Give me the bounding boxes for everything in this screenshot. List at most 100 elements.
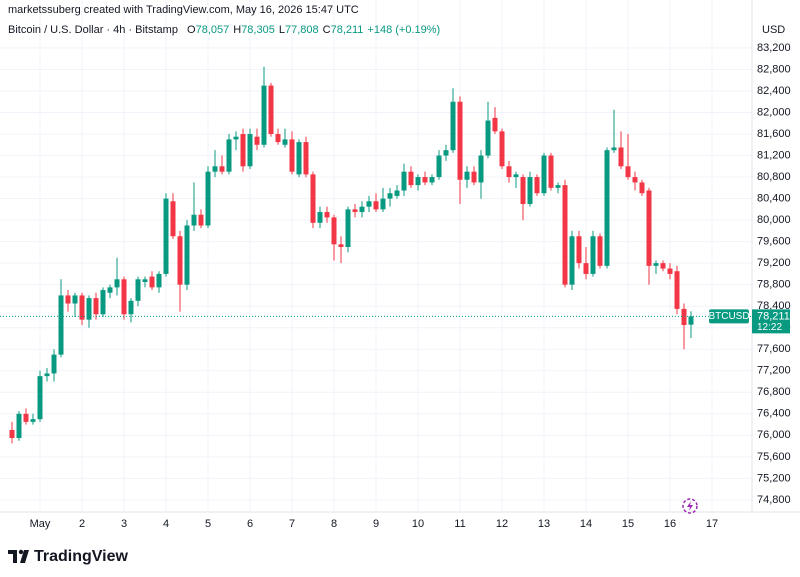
candle-body <box>611 147 617 151</box>
ticker-label: BTCUSD <box>708 311 749 322</box>
x-tick-label: 17 <box>706 518 718 530</box>
candles <box>9 66 694 444</box>
y-tick-label: 82,800 <box>757 63 791 75</box>
candle-body <box>275 134 281 143</box>
alert-icon <box>682 498 698 514</box>
legend: Bitcoin / U.S. Dollar · 4h · Bitstamp O7… <box>8 24 440 36</box>
candle-body <box>359 206 365 213</box>
candle-body <box>212 166 218 172</box>
x-tick-label: 3 <box>121 518 127 530</box>
candle-body <box>632 177 638 183</box>
y-tick-label: 80,400 <box>757 192 791 204</box>
candle-body <box>93 298 99 315</box>
candle-body <box>660 263 666 269</box>
candle-body <box>184 225 190 285</box>
candle-body <box>422 177 428 183</box>
candle-body <box>135 279 141 301</box>
candle-body <box>163 198 169 274</box>
candle-body <box>506 166 512 178</box>
candle-body <box>198 214 204 226</box>
candle-body <box>268 85 274 135</box>
candle-body <box>499 131 505 167</box>
brand-logo <box>8 549 29 563</box>
candle-body <box>142 279 148 282</box>
candle-body <box>191 214 197 226</box>
symbol: Bitcoin / U.S. Dollar · 4h · Bitstamp <box>8 24 178 36</box>
x-tick-label: 8 <box>331 518 337 530</box>
y-tick-label: 76,000 <box>757 429 791 441</box>
price-label: 78,211 <box>757 310 790 322</box>
candle-body <box>562 185 568 285</box>
x-tick-label: 5 <box>205 518 211 530</box>
y-tick-label: 75,600 <box>757 451 791 463</box>
candle-body <box>408 171 414 186</box>
x-tick-label: 15 <box>622 518 634 530</box>
x-tick-label: 16 <box>664 518 676 530</box>
candle-body <box>681 308 687 326</box>
candle-body <box>79 295 85 320</box>
candle-body <box>324 212 330 218</box>
candle-body <box>625 166 631 178</box>
y-tick-label: 81,200 <box>757 149 791 161</box>
candle-body <box>331 217 337 245</box>
ohlc-key: L <box>279 24 285 36</box>
candle-body <box>534 177 540 194</box>
x-tick-label: 14 <box>580 518 592 530</box>
candle-body <box>86 298 92 320</box>
candle-body <box>128 300 134 315</box>
ohlc-key: C <box>323 24 331 36</box>
candle-body <box>429 177 435 183</box>
candle-body <box>597 236 603 266</box>
candle-body <box>9 429 15 439</box>
x-tick-label: 6 <box>247 518 253 530</box>
candle-body <box>23 413 29 422</box>
ohlc-value: 77,808 <box>285 24 319 36</box>
candle-body <box>72 295 78 304</box>
candle-body <box>394 190 400 196</box>
candle-body <box>366 201 372 207</box>
candle-body <box>527 177 533 204</box>
y-tick-label: 77,200 <box>757 365 791 377</box>
candle-body <box>667 268 673 274</box>
candle-body <box>317 212 323 223</box>
candle-body <box>415 177 421 186</box>
ohlc-key: H <box>233 24 241 36</box>
grid <box>0 0 752 512</box>
candle-body <box>555 185 561 188</box>
candle-body <box>352 209 358 213</box>
candle-body <box>639 182 645 194</box>
y-tick-label: 76,800 <box>757 386 791 398</box>
candle-body <box>443 150 449 156</box>
candle-body <box>282 139 288 145</box>
candle-body <box>247 134 253 167</box>
candle-body <box>240 134 246 167</box>
candle-body <box>219 166 225 172</box>
ohlc-value: 78,057 <box>196 24 230 36</box>
candle-body <box>261 85 267 145</box>
candle-body <box>569 236 575 285</box>
candle-body <box>156 273 162 288</box>
candle-body <box>436 155 442 178</box>
y-tick-label: 74,800 <box>757 494 791 506</box>
candle-body <box>471 171 477 183</box>
candle-body <box>485 120 491 156</box>
y-tick-label: 80,800 <box>757 171 791 183</box>
candle-body <box>338 244 344 248</box>
candle-body <box>513 174 519 178</box>
candle-body <box>149 276 155 288</box>
y-tick-label: 79,600 <box>757 236 791 248</box>
candle-body <box>604 150 610 266</box>
y-tick-label: 76,400 <box>757 408 791 420</box>
candle-body <box>226 139 232 172</box>
y-tick-label: 78,800 <box>757 279 791 291</box>
candle-body <box>114 279 120 288</box>
brand-name: TradingView <box>34 548 129 565</box>
x-tick-label: 9 <box>373 518 379 530</box>
x-tick-label: 4 <box>163 518 169 530</box>
candle-body <box>646 190 652 266</box>
candle-body <box>51 354 57 374</box>
y-tick-label: 79,200 <box>757 257 791 269</box>
y-tick-label: 78,400 <box>757 300 791 312</box>
candle-body <box>310 174 316 223</box>
